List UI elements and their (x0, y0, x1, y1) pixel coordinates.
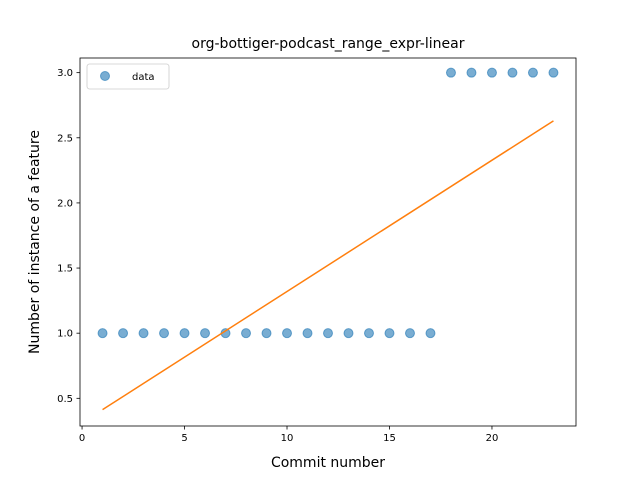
y-tick-label: 1.0 (57, 329, 73, 340)
data-point (446, 68, 455, 77)
data-point (405, 329, 414, 338)
data-point (508, 68, 517, 77)
legend: data (87, 64, 169, 89)
data-point (324, 329, 333, 338)
data-point (160, 329, 169, 338)
data-point (98, 329, 107, 338)
x-tick-label: 5 (181, 433, 187, 444)
y-tick-label: 2.0 (57, 198, 73, 209)
data-point (139, 329, 148, 338)
legend-label: data (132, 72, 155, 83)
data-point (528, 68, 537, 77)
data-point (344, 329, 353, 338)
x-axis-label: Commit number (271, 455, 385, 471)
y-tick-label: 2.5 (57, 133, 73, 144)
data-point (364, 329, 373, 338)
data-point (119, 329, 128, 338)
data-point (303, 329, 312, 338)
y-tick-label: 1.5 (57, 264, 73, 275)
data-point (385, 329, 394, 338)
x-tick-label: 0 (79, 433, 85, 444)
x-tick-label: 10 (281, 433, 294, 444)
x-tick-label: 15 (383, 433, 396, 444)
chart-title: org-bottiger-podcast_range_expr-linear (192, 36, 465, 52)
data-point (549, 68, 558, 77)
data-point (262, 329, 271, 338)
data-point (180, 329, 189, 338)
data-point (283, 329, 292, 338)
data-point (487, 68, 496, 77)
data-point (426, 329, 435, 338)
data-point (201, 329, 210, 338)
y-tick-label: 3.0 (57, 68, 73, 79)
data-point (242, 329, 251, 338)
y-tick-label: 0.5 (57, 394, 73, 405)
legend-marker (101, 72, 110, 81)
x-tick-label: 20 (486, 433, 499, 444)
legend-box (87, 64, 169, 89)
y-axis-label: Number of instance of a feature (27, 130, 43, 354)
data-point (467, 68, 476, 77)
